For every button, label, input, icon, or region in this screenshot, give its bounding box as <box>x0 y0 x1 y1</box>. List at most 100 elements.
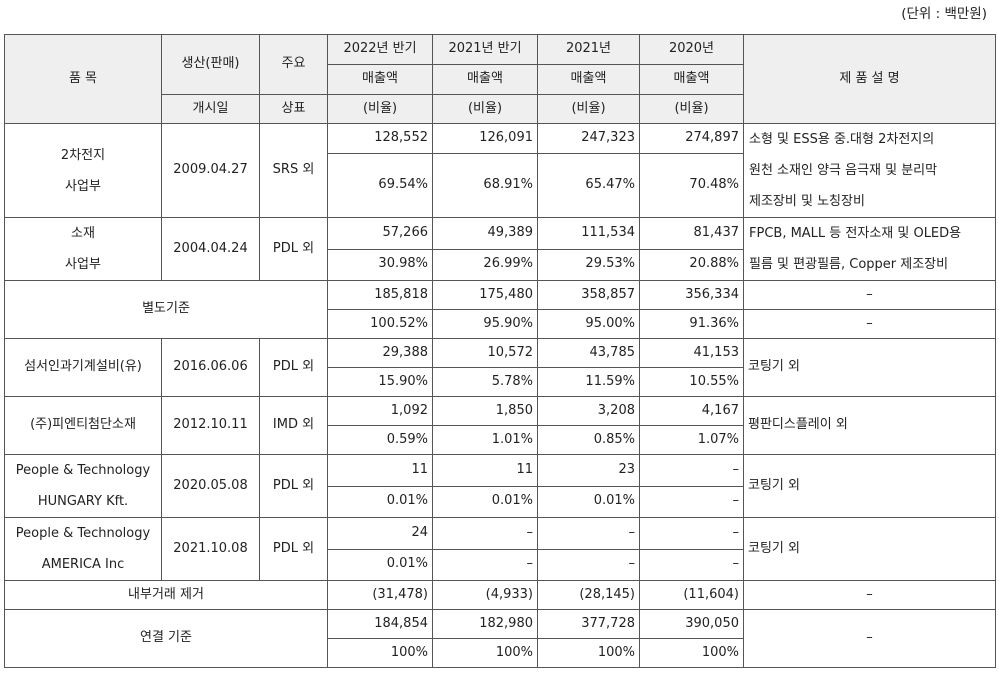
header-2022h: 2022년 반기 <box>327 34 433 65</box>
product-desc: 코팅기 외 <box>743 454 996 518</box>
sales-cell: 185,818 <box>327 280 433 310</box>
item-name: 내부거래 제거 <box>4 580 328 610</box>
sales-cell: 1,850 <box>432 396 538 426</box>
table-row: 30.98% 26.99% 29.53% 20.88% <box>5 248 996 281</box>
sales-cell: 390,050 <box>639 609 744 639</box>
item-name: People & Technology HUNGARY Kft. <box>4 454 162 518</box>
header-launch-bottom: 개시일 <box>161 94 260 124</box>
item-name: People & Technology AMERICA Inc <box>4 517 162 581</box>
launch-date: 2020.05.08 <box>161 454 260 518</box>
ratio-cell: 95.90% <box>432 309 538 339</box>
sales-cell: (4,933) <box>432 580 538 610</box>
table-row: People & Technology AMERICA Inc 2021.10.0… <box>4 517 996 581</box>
table-row: 0.01% – – – <box>5 548 996 581</box>
header-launch-top: 생산(판매) <box>161 34 260 95</box>
sales-cell: – <box>639 517 744 550</box>
product-desc: – <box>743 609 996 668</box>
sales-cell: 128,552 <box>327 123 433 154</box>
ratio-cell: 68.91% <box>432 152 538 219</box>
sales-cell: 126,091 <box>432 123 538 154</box>
sales-cell: 43,785 <box>537 338 640 368</box>
sales-cell: 111,534 <box>537 217 640 250</box>
ratio-cell: 0.59% <box>327 425 433 455</box>
product-desc: FPCB, MALL 등 전자소재 및 OLED용 필름 및 편광필름, Copp… <box>743 217 996 281</box>
brand: IMD 외 <box>259 396 328 455</box>
ratio-cell: 100% <box>327 638 433 668</box>
unit-note: (단위 : 백만원) <box>901 6 987 22</box>
header-brand-top: 주요 <box>259 34 328 95</box>
sales-cell: – <box>639 454 744 487</box>
header-brand-bottom: 상표 <box>259 94 328 124</box>
sales-cell: 11 <box>327 454 433 487</box>
sales-cell: – <box>432 517 538 550</box>
header-2020-ratio: (비율) <box>639 94 744 124</box>
ratio-cell: – <box>432 548 538 581</box>
header-2021h: 2021년 반기 <box>432 34 538 65</box>
sales-cell: 41,153 <box>639 338 744 368</box>
ratio-cell: 26.99% <box>432 248 538 281</box>
ratio-cell: – <box>639 485 744 518</box>
sales-cell: 182,980 <box>432 609 538 639</box>
product-desc: – <box>743 309 996 339</box>
sales-cell: 247,323 <box>537 123 640 154</box>
ratio-cell: 91.36% <box>639 309 744 339</box>
sales-cell: 24 <box>327 517 433 550</box>
table-row: 소재 사업부 2004.04.24 PDL 외 57,266 49,389 111… <box>4 217 996 281</box>
product-desc: 평판디스플레이 외 <box>743 396 996 455</box>
product-desc: 소형 및 ESS용 중.대형 2차전지의 원천 소재인 양극 음극재 및 분리막 제… <box>743 123 996 218</box>
header-2021: 2021년 <box>537 34 640 65</box>
brand: PDL 외 <box>259 217 328 281</box>
ratio-cell: 100% <box>432 638 538 668</box>
ratio-cell: 0.01% <box>537 485 640 518</box>
table-row: 섬서인과기계설비(유) 2016.06.06 PDL 외 29,388 10,5… <box>4 338 996 397</box>
ratio-cell: 69.54% <box>327 152 433 219</box>
launch-date: 2004.04.24 <box>161 217 260 281</box>
sales-cell: 11 <box>432 454 538 487</box>
table-row: (주)피엔티첨단소재 2012.10.11 IMD 외 1,092 1,850 … <box>4 396 996 455</box>
ratio-cell: 95.00% <box>537 309 640 339</box>
table-row: 별도기준 185,818 175,480 358,857 356,334 – <box>4 280 996 339</box>
product-desc: 코팅기 외 <box>743 517 996 581</box>
item-name: (주)피엔티첨단소재 <box>4 396 162 455</box>
header-2021-sales: 매출액 <box>537 64 640 95</box>
table-row: 100% 100% 100% 100% <box>5 638 996 668</box>
header-2020: 2020년 <box>639 34 744 65</box>
sales-cell: 49,389 <box>432 217 538 250</box>
launch-date: 2016.06.06 <box>161 338 260 397</box>
header-2020-sales: 매출액 <box>639 64 744 95</box>
header-desc: 제 품 설 명 <box>743 34 996 124</box>
table-row: People & Technology HUNGARY Kft. 2020.05.… <box>4 454 996 518</box>
sales-cell: 4,167 <box>639 396 744 426</box>
sales-cell: 175,480 <box>432 280 538 310</box>
item-name: 연결 기준 <box>4 609 328 668</box>
sales-cell: – <box>537 517 640 550</box>
ratio-cell: 0.01% <box>432 485 538 518</box>
ratio-cell: 100% <box>639 638 744 668</box>
header-2022h-sales: 매출액 <box>327 64 433 95</box>
ratio-cell: 0.01% <box>327 485 433 518</box>
header-item: 품 목 <box>4 34 162 124</box>
ratio-cell: 0.01% <box>327 548 433 581</box>
item-name: 별도기준 <box>4 280 328 339</box>
sales-cell: 358,857 <box>537 280 640 310</box>
header-2021h-sales: 매출액 <box>432 64 538 95</box>
ratio-cell: – <box>639 548 744 581</box>
sales-cell: 57,266 <box>327 217 433 250</box>
header-2021-ratio: (비율) <box>537 94 640 124</box>
item-name: 섬서인과기계설비(유) <box>4 338 162 397</box>
ratio-cell: 1.07% <box>639 425 744 455</box>
sales-cell: 356,334 <box>639 280 744 310</box>
ratio-cell: 70.48% <box>639 152 744 219</box>
sales-cell: (28,145) <box>537 580 640 610</box>
sales-cell: 3,208 <box>537 396 640 426</box>
header-2022h-ratio: (비율) <box>327 94 433 124</box>
table-row: 2차전지 사업부 2009.04.27 SRS 외 128,552 126,091… <box>4 123 996 218</box>
ratio-cell: 100% <box>537 638 640 668</box>
ratio-cell: 30.98% <box>327 248 433 281</box>
table-row: 100.52% 95.90% 95.00% 91.36% – <box>5 309 996 339</box>
ratio-cell: 15.90% <box>327 367 433 397</box>
sales-cell: 377,728 <box>537 609 640 639</box>
ratio-cell: 5.78% <box>432 367 538 397</box>
product-desc: 코팅기 외 <box>743 338 996 397</box>
item-name: 소재 사업부 <box>4 217 162 281</box>
